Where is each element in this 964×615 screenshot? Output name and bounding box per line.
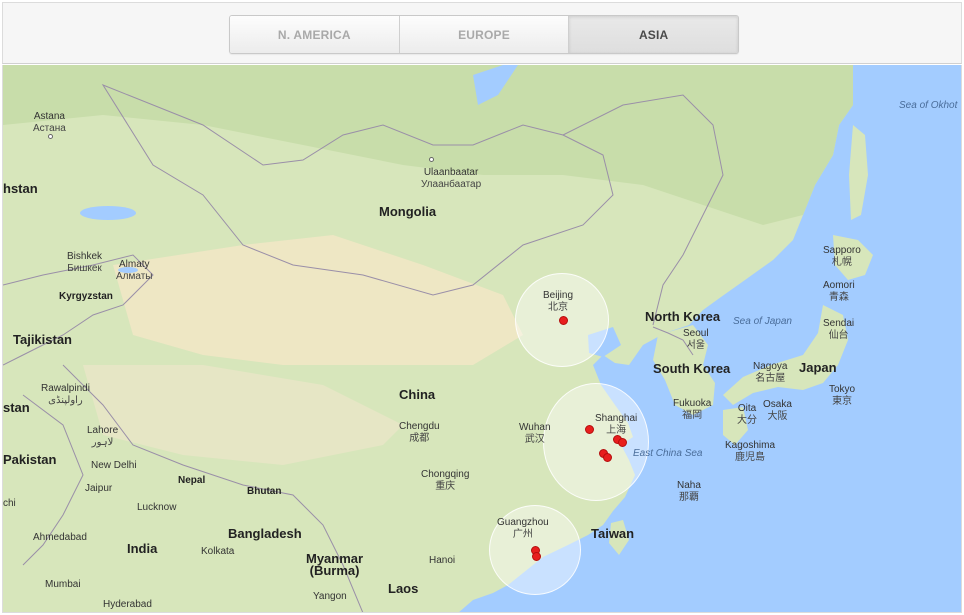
region-toolbar: N. AMERICA EUROPE ASIA: [2, 2, 962, 64]
label-city: Lucknow: [137, 502, 177, 513]
label-city: Ahmedabad: [33, 532, 87, 543]
label-city: Bishkek Бишкек: [67, 251, 103, 274]
land-desert: [113, 235, 523, 365]
label-country: Nepal: [178, 475, 206, 486]
label-country: Myanmar (Burma): [306, 551, 364, 578]
label-city: Chengdu 成都: [399, 421, 440, 444]
label-sea: Sea of Okhot: [899, 100, 958, 111]
label-city: Astana Астана: [33, 111, 66, 134]
land-sakhalin: [849, 125, 868, 220]
region-segmented-control: N. AMERICA EUROPE ASIA: [229, 15, 739, 54]
label-city: Rawalpindi راولپنڈی: [41, 383, 90, 406]
label-sea: East China Sea: [633, 448, 703, 459]
label-city: Chongqing 重庆: [421, 469, 470, 492]
label-city: Hanoi: [429, 555, 456, 566]
land-north: [3, 65, 853, 225]
land-taiwan: [609, 520, 629, 555]
border-india-pak: [22, 394, 84, 566]
map-view[interactable]: hstan Mongolia Kyrgyzstan Tajikistan sta…: [2, 65, 962, 613]
tab-europe[interactable]: EUROPE: [399, 16, 570, 53]
label-city: chi: [3, 498, 16, 509]
label-country: India: [127, 541, 158, 556]
label-city: Shanghai 上海: [595, 413, 638, 436]
border-central-asia: [3, 254, 154, 366]
lake-issyk: [118, 267, 138, 273]
lake-balkhash: [80, 206, 136, 220]
label-country: Pakistan: [3, 452, 57, 467]
border-mongolia: [101, 83, 614, 296]
label-sea: Sea of Japan: [733, 316, 792, 327]
label-country: Bhutan: [247, 486, 282, 497]
map-base: [3, 65, 873, 612]
city-dot: [429, 157, 434, 162]
label-city: Osaka 大阪: [763, 399, 792, 422]
label-country: stan: [3, 400, 30, 415]
label-country: Mongolia: [379, 204, 437, 219]
label-country: Bangladesh: [228, 526, 302, 541]
label-city: New Delhi: [91, 460, 137, 471]
label-city: Almaty Алматы: [116, 259, 153, 282]
label-city: Sapporo 札幌: [823, 245, 861, 268]
label-city: Yangon: [313, 591, 347, 602]
label-city: Ulaanbaatar Улаанбаатар: [421, 167, 482, 190]
label-country: Taiwan: [591, 526, 635, 541]
border-korea: [652, 326, 694, 356]
border-russia-china: [562, 94, 724, 326]
shanghai-cluster-halo: [543, 383, 649, 501]
land-plateau: [83, 365, 403, 465]
label-country: Tajikistan: [13, 332, 73, 347]
land-honshu: [723, 305, 848, 405]
land-hokkaido: [833, 235, 873, 280]
label-city: Mumbai: [45, 579, 81, 590]
label-city: Oita 大分: [737, 403, 757, 426]
lake-baikal: [473, 65, 518, 105]
label-country: hstan: [3, 181, 38, 196]
label-country: China: [399, 387, 436, 402]
location-marker[interactable]: [559, 316, 568, 325]
label-city: Naha 那覇: [677, 480, 701, 503]
label-city: Hyderabad: [103, 599, 152, 610]
label-city: Sendai 仙台: [823, 318, 855, 341]
tab-asia[interactable]: ASIA: [569, 16, 738, 53]
label-city: Kagoshima 鹿児島: [725, 440, 776, 463]
label-country: Laos: [388, 581, 419, 596]
label-country: Kyrgyzstan: [59, 291, 113, 302]
label-city: Wuhan 武汉: [519, 422, 551, 445]
label-city: Beijing 北京: [543, 290, 574, 313]
label-city: Lahore لاہور: [87, 425, 119, 448]
label-country: South Korea: [653, 361, 731, 376]
location-marker[interactable]: [532, 552, 541, 561]
label-country: Japan: [799, 360, 837, 375]
location-marker[interactable]: [585, 425, 594, 434]
land-kyushu: [723, 407, 748, 445]
city-dot: [48, 134, 53, 139]
label-city: Nagoya 名古屋: [753, 361, 788, 384]
label-city: Seoul 서울: [683, 328, 709, 351]
location-marker[interactable]: [603, 453, 612, 462]
label-city: Fukuoka 福岡: [673, 398, 712, 421]
border-south-asia: [62, 364, 364, 612]
location-marker[interactable]: [618, 438, 627, 447]
label-city: Jaipur: [85, 483, 113, 494]
tab-north-america[interactable]: N. AMERICA: [230, 16, 400, 53]
label-city: Guangzhou 广州: [497, 517, 549, 540]
land-korea: [653, 325, 715, 415]
label-country: North Korea: [645, 309, 721, 324]
label-city: Aomori 青森: [823, 280, 855, 303]
label-city: Tokyo 東京: [829, 384, 856, 407]
label-city: Kolkata: [201, 546, 235, 557]
